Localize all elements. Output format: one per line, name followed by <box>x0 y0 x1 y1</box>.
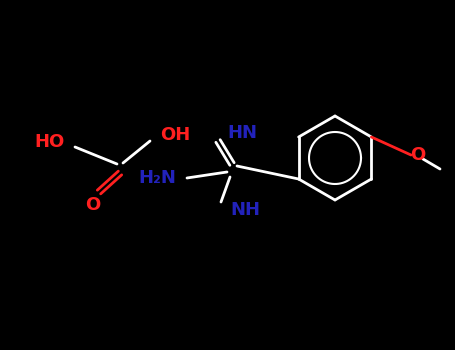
Text: NH: NH <box>230 201 260 219</box>
Text: H₂N: H₂N <box>138 169 176 187</box>
Text: O: O <box>86 196 101 214</box>
Text: HN: HN <box>227 124 257 142</box>
Text: HO: HO <box>35 133 65 151</box>
Text: O: O <box>410 146 425 164</box>
Text: OH: OH <box>160 126 190 144</box>
